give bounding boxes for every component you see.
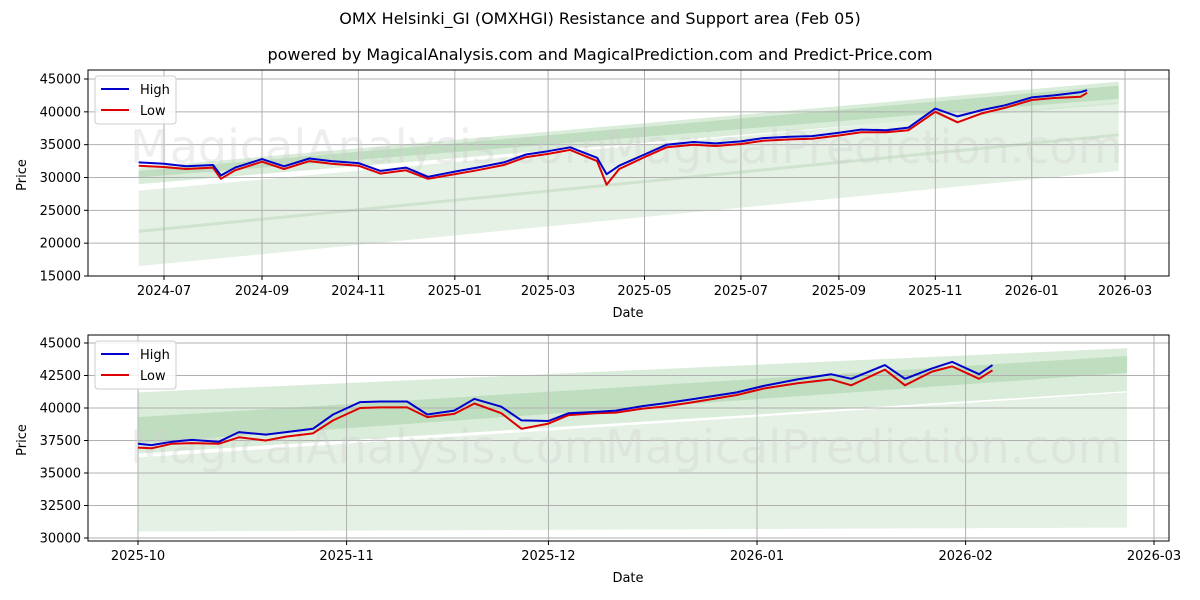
y-axis-label: Price [15,424,30,456]
chart-title: OMX Helsinki_GI (OMXHGI) Resistance and … [339,9,861,28]
watermark: MagicalAnalysis.com [130,420,609,474]
x-tick-label: 2024-07 [137,284,191,299]
series-low [138,91,1088,186]
y-tick-label: 45000 [40,337,81,352]
price-lines [137,360,994,450]
legend-low-label: Low [140,369,166,384]
series-high [137,360,994,447]
chart-subtitle: powered by MagicalAnalysis.com and Magic… [267,45,933,64]
x-tick-label: 2026-03 [1127,549,1181,564]
legend: High Low [94,340,177,390]
x-tick-label: 2025-07 [714,284,768,299]
y-tick-label: 32500 [40,499,81,514]
x-axis: 2025-10 2025-11 2025-12 2026-01 2026-02 2026-… [111,541,1181,564]
band-core_band [138,356,1128,444]
y-tick-label: 45000 [40,73,81,88]
band-core_band [138,85,1119,178]
x-tick-label: 2024-09 [235,284,289,299]
legend-high-label: High [140,348,170,363]
x-axis-label: Date [612,306,643,321]
band-outer_support [138,392,1128,532]
watermark: MagicalPrediction.com [605,420,1123,474]
x-tick-label: 2026-01 [1005,284,1059,299]
x-axis-label: Date [612,571,643,586]
x-tick-label: 2025-09 [812,284,866,299]
y-tick-label: 35000 [40,138,81,153]
support-resistance-bands [138,348,1128,532]
x-tick-label: 2025-03 [521,284,575,299]
series-high [138,89,1088,178]
y-tick-label: 35000 [40,467,81,482]
y-tick-label: 30000 [40,532,81,547]
y-axis: 15000 20000 25000 30000 35000 40000 45000 [40,73,88,285]
plot-frame [87,69,1170,277]
series-low [137,365,994,450]
grid-lines [88,70,1169,277]
legend: High Low [94,75,177,125]
y-tick-label: 15000 [40,270,81,285]
y-tick-label: 42500 [40,369,81,384]
x-tick-label: 2026-01 [730,549,784,564]
support-resistance-bands [138,81,1119,267]
x-tick-label: 2025-01 [428,284,482,299]
legend-high-label: High [140,83,170,98]
x-axis: 2024-07 2024-09 2024-11 2025-01 2025-03 2025-… [137,276,1152,299]
y-axis-label: Price [15,159,30,191]
plot-frame [87,334,1170,542]
x-tick-label: 2026-03 [1098,284,1152,299]
x-tick-label: 2025-12 [521,549,575,564]
y-tick-label: 30000 [40,171,81,186]
y-tick-label: 25000 [40,204,81,219]
x-tick-label: 2024-11 [331,284,385,299]
x-tick-label: 2025-11 [908,284,962,299]
legend-low-label: Low [140,104,166,119]
x-tick-label: 2025-11 [319,549,373,564]
y-tick-label: 37500 [40,434,81,449]
top-chart: MagicalAnalysis.com MagicalPrediction.co… [15,69,1170,321]
bottom-chart: MagicalAnalysis.com MagicalPrediction.co… [15,334,1181,586]
y-tick-label: 40000 [40,105,81,120]
y-tick-label: 20000 [40,237,81,252]
x-tick-label: 2026-02 [938,549,992,564]
y-tick-label: 40000 [40,402,81,417]
y-axis: 30000 32500 35000 37500 40000 42500 45000 [40,337,88,547]
x-tick-label: 2025-05 [617,284,671,299]
watermark: MagicalPrediction.com [605,120,1123,174]
price-lines [138,89,1088,186]
x-tick-label: 2025-10 [111,549,165,564]
